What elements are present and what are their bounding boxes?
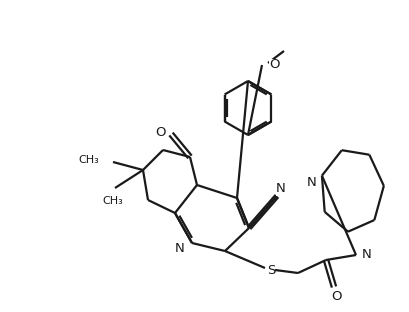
Text: O: O (268, 59, 279, 71)
Text: N: N (175, 241, 184, 255)
Text: N: N (361, 248, 371, 261)
Text: CH₃: CH₃ (78, 155, 99, 165)
Text: CH₃: CH₃ (102, 196, 123, 206)
Text: N: N (306, 176, 316, 189)
Text: O: O (155, 126, 166, 139)
Text: S: S (266, 264, 274, 276)
Text: N: N (275, 183, 285, 196)
Text: O: O (331, 290, 342, 304)
